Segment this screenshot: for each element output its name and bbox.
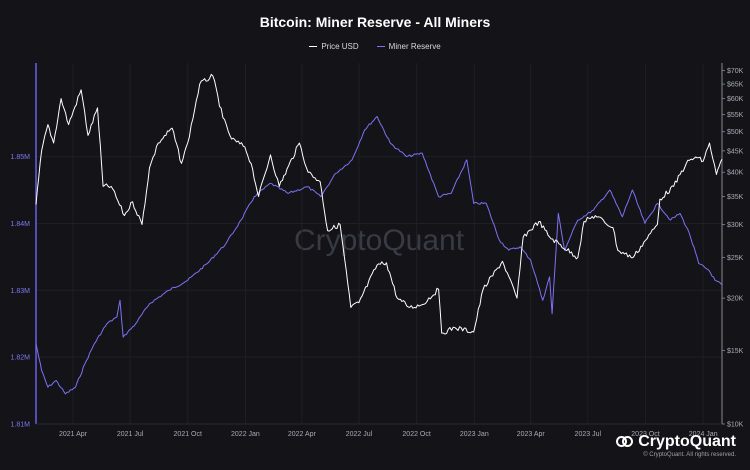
chart-title: Bitcoin: Miner Reserve - All Miners bbox=[259, 14, 491, 30]
legend-swatch-price bbox=[309, 46, 318, 47]
x-tick-label: 2022 Jul bbox=[346, 431, 373, 438]
y-right-tick-label: $10K bbox=[727, 422, 744, 429]
x-tick-label: 2021 Apr bbox=[59, 431, 88, 438]
x-tick-label: 2022 Oct bbox=[402, 431, 430, 438]
x-tick-label: 2023 Oct bbox=[631, 431, 659, 438]
x-tick-label: 2022 Jan bbox=[231, 431, 260, 438]
legend: Price USD Miner Reserve bbox=[0, 42, 750, 51]
series-price-line bbox=[35, 73, 723, 335]
y-right-tick-label: $20K bbox=[727, 296, 744, 303]
y-left-tick-label: 1.81M bbox=[11, 422, 31, 429]
legend-item-miner-reserve[interactable]: Miner Reserve bbox=[376, 42, 441, 51]
x-tick-label: 2021 Jul bbox=[117, 431, 144, 438]
y-left-tick-label: 1.84M bbox=[11, 221, 31, 228]
legend-label-price: Price USD bbox=[321, 42, 359, 51]
brand-copyright: © CryptoQuant. All rights reserved. bbox=[643, 452, 736, 458]
brand-name: CryptoQuant bbox=[638, 433, 736, 450]
series-miner-reserve-line bbox=[35, 116, 723, 395]
y-right-tick-label: $35K bbox=[727, 194, 744, 201]
legend-label-miner-reserve: Miner Reserve bbox=[388, 42, 441, 51]
y-right-tick-label: $15K bbox=[727, 348, 744, 355]
y-right-tick-label: $40K bbox=[727, 170, 744, 177]
legend-item-price[interactable]: Price USD bbox=[309, 42, 359, 51]
y-right-tick-label: $65K bbox=[727, 82, 744, 89]
x-tick-label: 2024 Jan bbox=[689, 431, 718, 438]
y-left-tick-label: 1.83M bbox=[11, 288, 31, 295]
y-right-tick-label: $25K bbox=[727, 255, 744, 262]
watermark: CryptoQuant bbox=[294, 224, 465, 257]
y-right-tick-label: $55K bbox=[727, 112, 744, 119]
brand: CryptoQuant © CryptoQuant. All rights re… bbox=[616, 433, 736, 458]
y-left-tick-label: 1.85M bbox=[11, 154, 31, 161]
x-tick-label: 2023 Jan bbox=[460, 431, 489, 438]
y-left-tick-label: 1.82M bbox=[11, 355, 31, 362]
y-right-tick-label: $30K bbox=[727, 222, 744, 229]
x-tick-label: 2023 Apr bbox=[517, 431, 546, 438]
y-right-tick-label: $50K bbox=[727, 129, 744, 136]
legend-swatch-miner-reserve bbox=[376, 46, 385, 47]
brand-logo: CryptoQuant bbox=[616, 433, 736, 451]
y-right-tick-label: $45K bbox=[727, 148, 744, 155]
x-tick-label: 2022 Apr bbox=[288, 431, 317, 438]
y-right-tick-label: $60K bbox=[727, 96, 744, 103]
y-right-tick-label: $70K bbox=[727, 68, 744, 75]
x-tick-label: 2021 Oct bbox=[174, 431, 202, 438]
cryptoquant-logo-icon bbox=[616, 435, 634, 449]
x-tick-label: 2023 Jul bbox=[575, 431, 602, 438]
